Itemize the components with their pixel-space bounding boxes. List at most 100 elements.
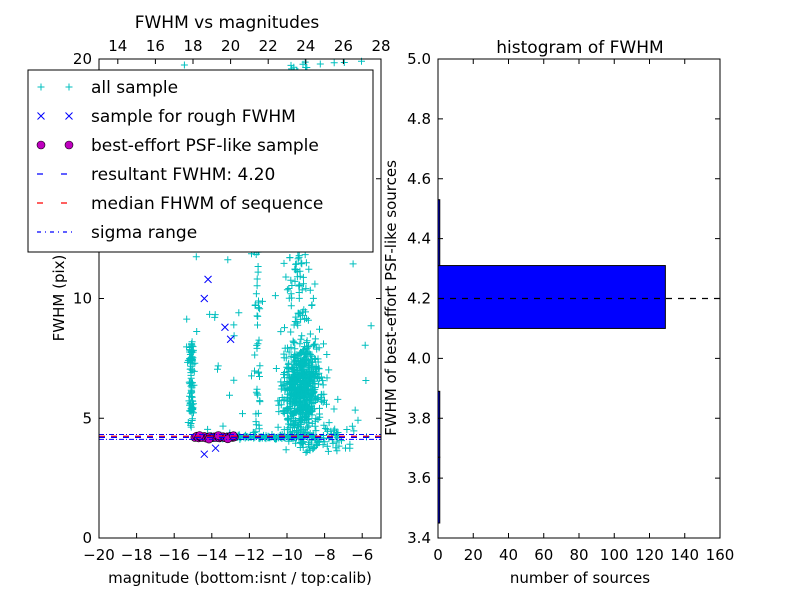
all-sample-point [253,275,261,283]
all-sample-point [307,397,315,405]
all-sample-point [285,359,293,367]
psf-like-point [214,431,223,440]
all-sample-point [295,282,303,290]
all-sample-point [256,373,263,380]
all-sample-point [303,409,311,417]
all-sample-point [183,343,191,351]
all-sample-point [320,390,328,398]
all-sample-point [306,330,314,338]
rough-fwhm-point [226,335,235,344]
top-x-tick-label: 14 [108,37,127,55]
all-sample-point [280,426,288,434]
all-sample-point [180,61,188,69]
all-sample-point [324,447,332,455]
all-sample-point [306,350,314,358]
all-sample-point [254,369,262,377]
all-sample-point [290,338,297,346]
all-sample-point [283,363,291,371]
all-sample-point [311,354,319,362]
all-sample-point [290,366,297,374]
all-sample-point [340,59,348,66]
all-sample-point [280,381,288,389]
all-sample-point [214,362,222,370]
all-sample-point [187,382,195,390]
all-sample-point [296,340,304,348]
all-sample-point [224,256,232,264]
rough-fwhm-point [200,450,209,459]
x-tick-label: 120 [635,546,664,564]
all-sample-point [300,391,308,398]
all-sample-point [316,325,323,333]
all-sample-point [338,437,345,445]
all-sample-point [306,363,314,371]
all-sample-point [330,59,338,67]
all-sample-point [311,355,319,363]
x-tick-label: −18 [121,546,153,564]
histogram-bar [437,265,666,329]
all-sample-point [325,419,333,427]
all-sample-point [348,422,356,430]
all-sample-point [280,354,288,362]
all-sample-point [351,406,359,414]
all-sample-point [250,429,258,436]
all-sample-point [187,406,195,414]
all-sample-point [219,422,227,430]
legend-label: median FHWM of sequence [91,194,323,214]
all-sample-point [189,348,197,356]
y-tick-label: 3.8 [407,409,431,427]
legend-marker-circle [64,140,74,150]
all-sample-point [255,421,263,429]
y-tick-label: 4.4 [407,230,431,248]
all-sample-point [288,294,296,302]
all-sample-point [283,378,291,385]
all-sample-point [333,447,341,455]
all-sample-point [254,340,262,348]
all-sample-point [187,349,195,357]
all-sample-point [286,403,294,410]
all-sample-point [256,362,264,370]
all-sample-point [285,437,293,445]
all-sample-point [252,388,260,396]
all-sample-point [281,369,288,376]
x-tick-label: 160 [706,546,735,564]
all-sample-point [303,315,311,322]
all-sample-point [304,342,312,350]
all-sample-point [251,351,259,359]
all-sample-point [291,265,299,273]
all-sample-point [362,377,370,384]
all-sample-point [303,382,311,390]
all-sample-point [316,410,323,418]
all-sample-point [230,321,238,329]
all-sample-point [293,273,301,281]
all-sample-point [296,392,304,399]
rough-fwhm-point [200,294,209,303]
x-tick-label: 80 [569,546,588,564]
all-sample-point [274,397,282,405]
top-x-tick-label: 26 [334,37,353,55]
legend-label: all sample [91,78,178,98]
legend-marker-x [65,112,73,120]
all-sample-point [323,374,331,382]
all-sample-point [310,373,318,381]
all-sample-point [291,345,299,353]
all-sample-point [310,341,318,349]
all-sample-point [330,427,338,435]
all-sample-point [284,414,292,422]
all-sample-point [287,328,295,336]
all-sample-point [302,449,310,456]
all-sample-point [304,316,312,324]
all-sample-point [287,352,295,360]
left-y-axis-label: FWHM (pix) [50,255,68,342]
top-x-tick-label: 28 [371,37,390,55]
all-sample-point [320,340,327,348]
all-sample-point [187,389,195,397]
all-sample-point [256,305,264,313]
x-tick-label: −12 [234,546,266,564]
all-sample-point [285,348,293,356]
all-sample-point [299,273,307,281]
x-tick-label: 60 [534,546,553,564]
all-sample-point [297,401,305,409]
all-sample-point [335,442,343,450]
all-sample-point [297,420,305,428]
all-sample-point [305,422,313,430]
